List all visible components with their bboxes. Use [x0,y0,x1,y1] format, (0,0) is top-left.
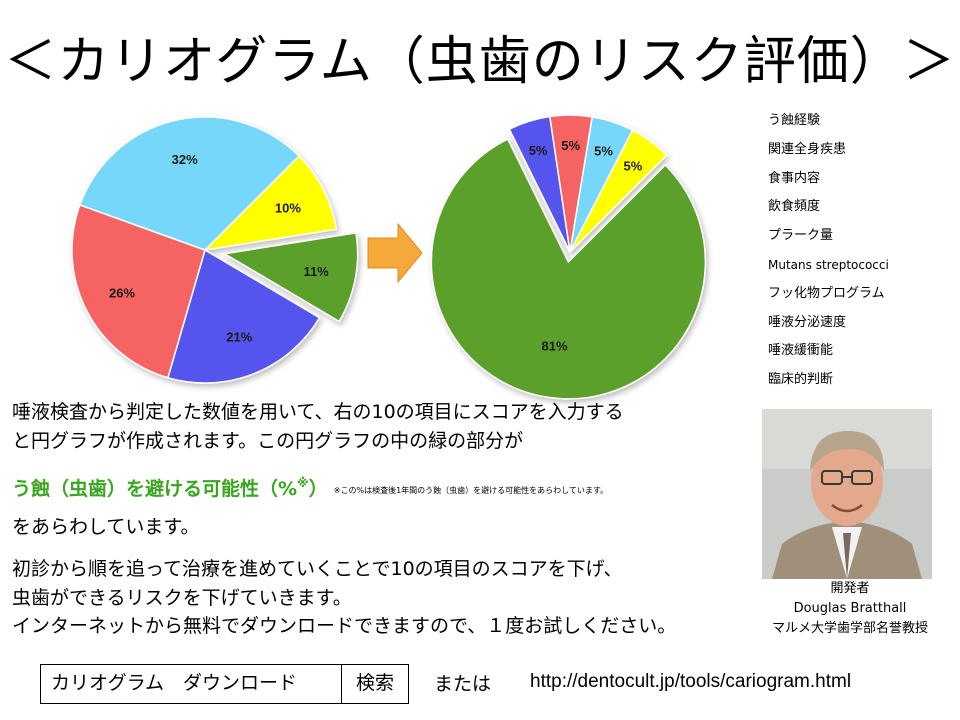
pie-slice [166,248,321,384]
before-pie-chart: 10% 11% 21% 26% 32% [71,116,359,384]
pie-slice [71,203,206,379]
factor-item: 食事内容 [768,170,821,186]
right-arrow-icon [367,222,423,284]
body-line-4: をあらわしています。 [12,516,200,538]
factor-item: 関連全身疾患 [768,141,847,157]
developer-affiliation: マルメ大学歯学部名誉教授 [771,621,928,636]
slice-label: 5% [561,138,580,153]
factor-item: 唾液緩衝能 [768,343,834,359]
factor-item: フッ化物プログラム [768,285,885,301]
green-highlight-close: ） [308,478,328,500]
search-input[interactable]: カリオグラム ダウンロード [41,665,342,703]
pie-slice [222,232,359,323]
factor-item: う蝕経験 [768,113,821,128]
search-box: カリオグラム ダウンロード 検索 [40,664,409,704]
factor-item: 臨床的判断 [768,372,834,388]
body-line-6: 虫歯ができるリスクを下げていきます。 [12,587,352,609]
slice-label: 32% [172,152,198,167]
body-line-2: と円グラフが作成されます。この円グラフの中の緑の部分が [12,430,524,452]
slice-label: 5% [624,159,643,174]
slice-label: 81% [542,339,568,354]
note-mark: ※ [297,476,309,490]
factor-item: プラーク量 [768,228,834,244]
body-line-5: 初診から順を追って治療を進めていくことで10の項目のスコアを下げ、 [12,558,623,580]
slice-label: 11% [303,264,329,279]
body-line-1: 唾液検査から判定した数値を用いて、右の10の項目にスコアを入力する [12,401,624,423]
or-text: または [434,673,492,695]
pie-slice [202,154,338,252]
slice-label: 5% [529,143,548,158]
factor-item: 唾液分泌速度 [768,314,847,330]
green-highlight: う蝕（虫歯）を避ける可能性（% [12,478,298,500]
pie-slice [430,138,707,400]
factor-item: Mutans streptococci [768,257,889,272]
factor-item: 飲食頻度 [768,199,821,215]
slice-label: 5% [594,144,613,159]
slice-label: 21% [226,330,252,345]
after-pie-chart: 81% 5% 5% 5% 5% [430,114,707,400]
developer-photo [762,409,932,579]
developer-name: Douglas Bratthall [793,601,907,616]
risk-factor-list: う蝕経験 関連全身疾患 食事内容 飲食頻度 プラーク量 Mutans strep… [768,110,889,398]
pie-slice [569,129,668,253]
body-line-7: インターネットから無料でダウンロードできますので、１度お試しください。 [12,615,677,637]
slice-label: 26% [109,285,135,300]
pie-slice [78,116,301,251]
slice-label: 10% [275,201,301,216]
search-button[interactable]: 検索 [355,672,394,694]
download-url-link[interactable]: http://dentocult.jp/tools/cariogram.html [530,671,852,692]
page-title: ＜カリオグラム（虫歯のリスク評価）＞ [4,32,956,92]
developer-role: 開発者 [830,581,870,596]
body-line-3: う蝕（虫歯）を避ける可能性（%※） ※この%は検査後1年間のう蝕（虫歯）を避ける… [12,469,747,505]
footnote: ※この%は検査後1年間のう蝕（虫歯）を避ける可能性をあらわしています。 [333,486,609,495]
